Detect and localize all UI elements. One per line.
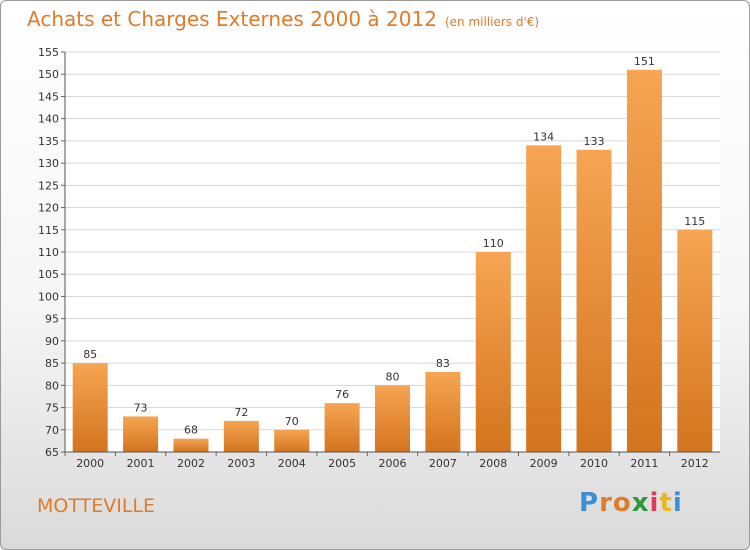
title-text: Achats et Charges Externes 2000 à 2012 (27, 7, 437, 31)
y-tick-label: 135 (38, 135, 59, 148)
x-tick-label: 2002 (177, 457, 205, 470)
x-tick-label: 2010 (580, 457, 608, 470)
bar-value-label: 151 (634, 55, 655, 68)
bar (475, 252, 511, 452)
y-tick-label: 85 (45, 357, 59, 370)
x-tick-label: 2009 (530, 457, 558, 470)
y-tick-label: 145 (38, 90, 59, 103)
bar (375, 385, 410, 452)
y-tick-label: 75 (45, 402, 59, 415)
subtitle-text: (en milliers d'€) (444, 15, 540, 29)
y-tick-label: 120 (38, 202, 59, 215)
x-tick-label: 2007 (429, 457, 457, 470)
bar (223, 420, 259, 452)
y-tick-label: 130 (38, 157, 59, 170)
y-tick-label: 125 (38, 179, 59, 192)
bar (324, 403, 360, 452)
y-tick-label: 115 (38, 224, 59, 237)
logo-letter: i (672, 488, 683, 518)
y-tick-label: 90 (45, 335, 59, 348)
x-tick-label: 2008 (479, 457, 507, 470)
y-tick-label: 80 (45, 379, 59, 392)
bar-value-label: 83 (436, 357, 450, 370)
y-tick-label: 65 (45, 446, 59, 459)
x-tick-label: 2011 (630, 457, 658, 470)
logo-letter: i (649, 488, 660, 518)
x-tick-label: 2005 (328, 457, 356, 470)
bar-value-label: 85 (83, 348, 97, 361)
x-tick-label: 2000 (76, 457, 104, 470)
bar-value-label: 133 (584, 135, 605, 148)
y-tick-label: 70 (45, 424, 59, 437)
bar (173, 438, 209, 452)
logo-letter: r (599, 488, 613, 518)
bar (123, 416, 159, 452)
y-tick-label: 95 (45, 313, 59, 326)
x-tick-label: 2012 (681, 457, 709, 470)
bar-value-label: 80 (386, 370, 400, 383)
bar (72, 363, 108, 452)
logo-letter: x (631, 488, 650, 518)
y-tick-label: 140 (38, 113, 59, 126)
logo-letter: P (579, 488, 600, 518)
y-tick-label: 150 (38, 68, 59, 81)
proxiti-logo: Proxiti (579, 488, 683, 518)
bar (576, 149, 612, 452)
logo-letter: o (612, 488, 632, 518)
x-tick-label: 2003 (227, 457, 255, 470)
bar (526, 145, 562, 453)
x-tick-label: 2006 (379, 457, 407, 470)
y-tick-label: 105 (38, 268, 59, 281)
bar (626, 69, 662, 453)
bar-value-label: 115 (684, 215, 705, 228)
bar-value-label: 68 (184, 424, 198, 437)
x-tick-label: 2001 (127, 457, 155, 470)
bar (274, 429, 310, 452)
chart-title: Achats et Charges Externes 2000 à 2012 (e… (27, 7, 539, 31)
bar-value-label: 72 (234, 406, 248, 419)
logo-letter: t (659, 488, 673, 518)
bar-value-label: 76 (335, 388, 349, 401)
bar-value-label: 70 (285, 415, 299, 428)
bar-value-label: 134 (533, 130, 554, 143)
y-tick-label: 155 (38, 46, 59, 59)
y-tick-label: 100 (38, 290, 59, 303)
bar-value-label: 110 (483, 237, 504, 250)
y-tick-label: 110 (38, 246, 59, 259)
city-name: MOTTEVILLE (37, 495, 156, 517)
x-tick-label: 2004 (278, 457, 306, 470)
bar-value-label: 73 (134, 401, 148, 414)
bar (425, 372, 461, 452)
bar (677, 229, 713, 452)
